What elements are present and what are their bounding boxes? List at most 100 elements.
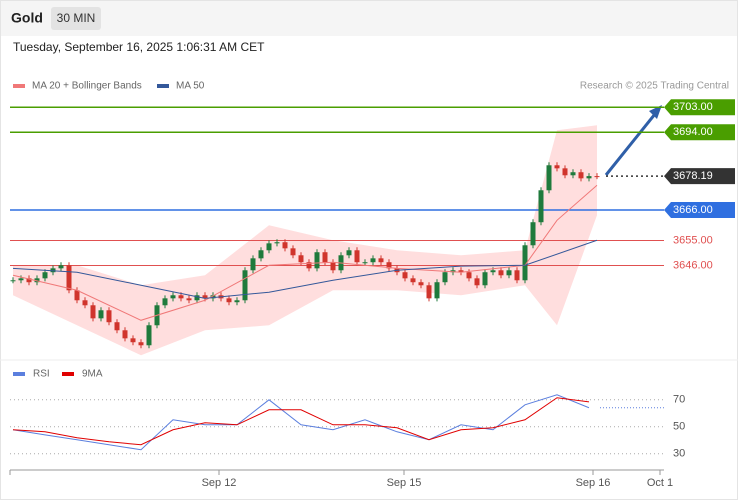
candle — [106, 310, 112, 323]
candle — [146, 325, 152, 346]
candle — [466, 272, 472, 279]
x-tick-label: Sep 16 — [576, 477, 611, 489]
candle — [194, 295, 200, 301]
x-tick-label: Sep 15 — [387, 477, 422, 489]
level-label: 3694.00 — [673, 126, 713, 138]
symbol: Gold — [11, 10, 43, 26]
level-label: 3655.00 — [673, 234, 713, 246]
candle — [330, 262, 336, 271]
legend-label: RSI — [33, 369, 50, 380]
indicator-line — [12, 184, 598, 321]
candle — [122, 330, 128, 339]
candle — [274, 242, 280, 244]
candle — [314, 252, 320, 269]
candle — [186, 298, 192, 301]
candle — [506, 270, 512, 276]
legend-swatch — [157, 84, 169, 88]
legend-swatch — [13, 84, 25, 88]
candle — [18, 278, 24, 281]
candle — [378, 258, 384, 263]
forecast-arrow — [604, 113, 657, 176]
candle — [458, 270, 464, 273]
x-tick-label: Sep 12 — [202, 477, 237, 489]
candle — [58, 265, 64, 269]
legend-swatch — [13, 372, 25, 376]
legend-swatch — [62, 372, 74, 376]
legend-label: MA 50 — [176, 81, 205, 92]
candle — [410, 278, 416, 283]
candle — [250, 258, 256, 271]
candle — [522, 245, 528, 281]
series-line — [12, 397, 590, 446]
candle — [26, 278, 32, 283]
candle — [434, 282, 440, 299]
level-label: 3703.00 — [673, 101, 713, 113]
candle — [554, 165, 560, 169]
y-tick-label: 50 — [673, 421, 685, 433]
level-label: 3678.19 — [673, 170, 713, 182]
x-tick-label: Oct 1 — [647, 477, 673, 489]
candle — [354, 250, 360, 263]
level-box — [664, 99, 735, 116]
y-tick-label: 30 — [673, 448, 685, 460]
date: Tuesday, September 16, 2025 1:06:31 AM C… — [13, 40, 265, 54]
candle — [10, 280, 16, 282]
level-box — [664, 202, 735, 218]
candle — [426, 285, 432, 299]
legend-label: MA 20 + Bollinger Bands — [32, 81, 142, 92]
candle — [90, 305, 96, 319]
candle — [282, 242, 288, 249]
candle — [514, 270, 520, 281]
candle — [594, 176, 600, 178]
candle — [42, 272, 48, 279]
candle — [130, 338, 136, 343]
candle — [178, 295, 184, 299]
candle — [242, 270, 248, 301]
candle — [258, 250, 264, 259]
candle — [114, 322, 120, 331]
candle — [98, 310, 104, 319]
candle — [306, 262, 312, 269]
candle — [162, 298, 168, 306]
candle — [370, 258, 376, 263]
candle — [562, 168, 568, 176]
candle — [546, 165, 552, 191]
candle — [226, 298, 232, 303]
y-tick-label: 70 — [673, 394, 685, 406]
candle — [234, 300, 240, 303]
candle — [418, 282, 424, 286]
candle — [34, 278, 40, 283]
candle — [170, 295, 176, 299]
level-label: 3646.00 — [673, 259, 713, 271]
candle — [538, 190, 544, 223]
interval-button[interactable] — [51, 7, 101, 30]
attribution: Research © 2025 Trading Central — [580, 81, 729, 92]
candle — [386, 262, 392, 269]
level-box — [664, 168, 735, 185]
candle — [586, 176, 592, 179]
candle — [346, 250, 352, 256]
candle — [138, 342, 144, 346]
indicator-line — [12, 239, 598, 299]
candle — [578, 172, 584, 179]
candle — [66, 265, 72, 291]
interval[interactable]: 30 MIN — [57, 11, 96, 25]
candle — [322, 252, 328, 263]
candle — [482, 272, 488, 286]
candle — [442, 272, 448, 283]
candle — [530, 222, 536, 246]
candle — [402, 272, 408, 279]
level-label: 3666.00 — [673, 204, 713, 216]
candle — [210, 295, 216, 299]
candle — [202, 295, 208, 299]
candle — [298, 255, 304, 263]
header-bar — [0, 0, 738, 36]
legend-label: 9MA — [82, 369, 103, 380]
candle — [290, 248, 296, 256]
level-box — [664, 124, 735, 141]
candle — [362, 262, 368, 264]
candle — [570, 172, 576, 176]
candle — [74, 290, 80, 301]
